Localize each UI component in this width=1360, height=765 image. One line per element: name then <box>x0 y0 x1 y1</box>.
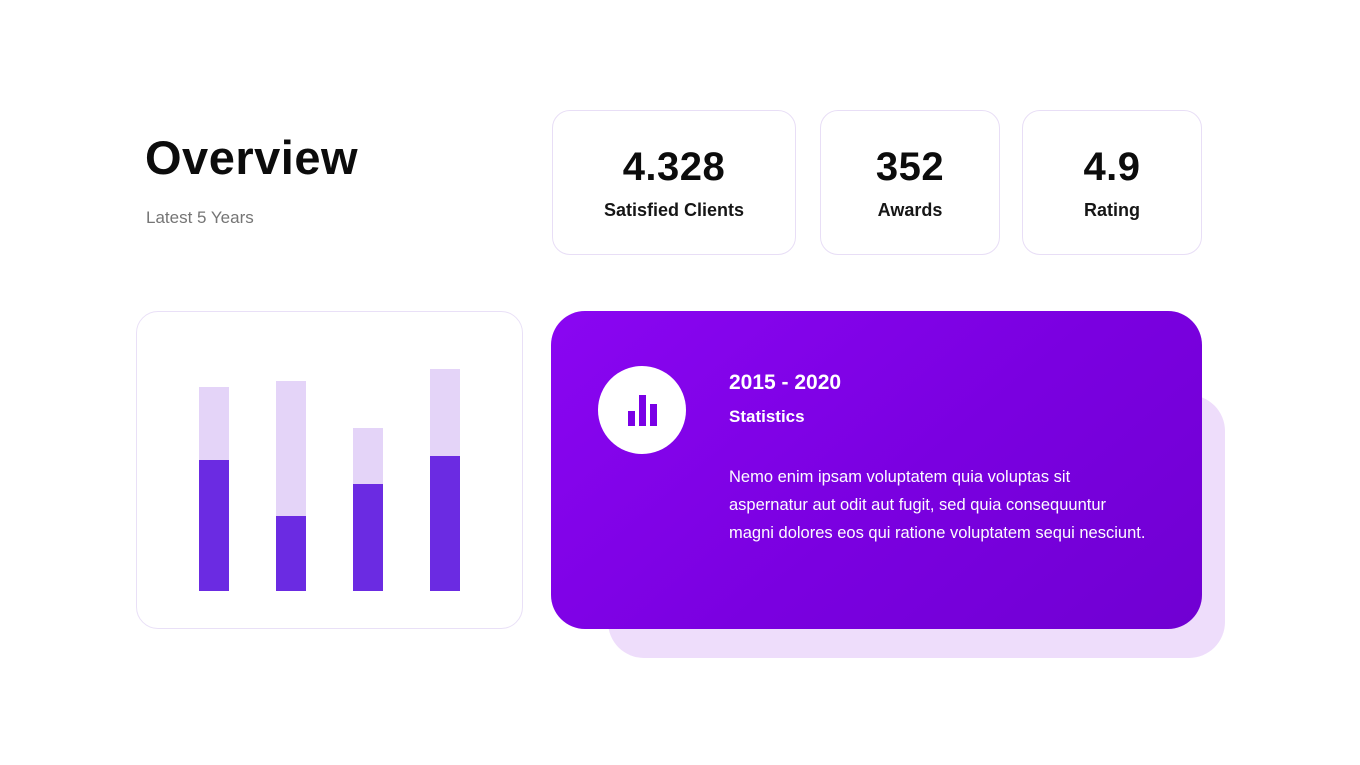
stat-value: 4.328 <box>622 144 726 189</box>
chart-bar <box>430 369 460 591</box>
stat-label: Awards <box>877 199 943 220</box>
info-body-text: Nemo enim ipsam voluptatem quia voluptas… <box>729 468 1146 542</box>
chart-bar <box>353 428 383 591</box>
bar-chart-icon <box>627 394 657 426</box>
chart-card <box>136 311 523 629</box>
stat-value: 4.9 <box>1083 144 1141 189</box>
page-subtitle: Latest 5 Years <box>146 208 254 227</box>
page-title: Overview <box>145 131 359 184</box>
stats-icon-circle <box>598 366 686 454</box>
stat-card-satisfied-clients: 4.328 Satisfied Clients <box>552 110 796 255</box>
chart-bar <box>199 387 229 591</box>
info-subtitle: Statistics <box>729 407 805 426</box>
info-period: 2015 - 2020 <box>729 371 842 394</box>
chart-bar <box>276 381 306 591</box>
bar-chart <box>199 369 460 591</box>
stat-label: Satisfied Clients <box>603 199 745 220</box>
stat-card-rating: 4.9 Rating <box>1022 110 1202 255</box>
info-card: 2015 - 2020 Statistics Nemo enim ipsam v… <box>551 311 1202 629</box>
stat-label: Rating <box>1084 199 1140 220</box>
stat-value: 352 <box>875 144 945 189</box>
stat-card-awards: 352 Awards <box>820 110 1000 255</box>
